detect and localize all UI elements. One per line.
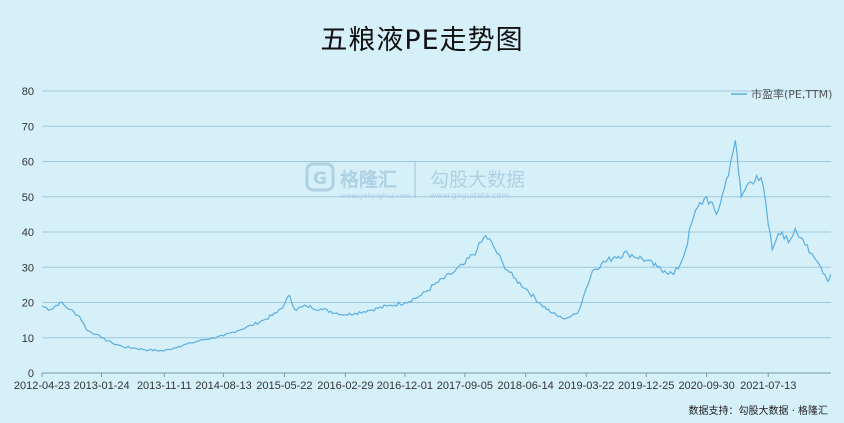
y-tick-label: 10: [22, 333, 34, 345]
watermark-brand: 格隆汇: [340, 168, 397, 191]
chart-title: 五粮液PE走势图: [320, 25, 524, 56]
y-tick-label: 40: [22, 227, 34, 239]
y-gridlines: [42, 90, 831, 339]
y-tick-label: 30: [22, 262, 34, 274]
watermark-brand-url: www.gelonghui.com: [340, 192, 411, 200]
data-source-footer: 数据支持：勾股大数据 · 格隆汇: [688, 406, 828, 417]
watermark-product-url: www.gogudata.com: [430, 191, 509, 200]
y-tick-label: 80: [22, 86, 34, 98]
y-tick-label: 0: [28, 368, 34, 380]
x-tick-label: 2019-03-22: [558, 380, 614, 392]
x-tick-label: 2020-09-30: [678, 380, 734, 392]
x-tick-label: 2017-09-05: [437, 380, 493, 392]
x-tick-label: 2016-02-29: [317, 380, 373, 392]
x-tick-label: 2013-01-24: [73, 380, 129, 392]
x-tick-label: 2019-12-25: [618, 380, 674, 392]
x-tick-label: 2012-04-23: [14, 380, 70, 392]
gelonghui-logo-icon: [305, 162, 335, 192]
watermark: G 格隆汇 www.gelonghui.com 勾股大数据 www.goguda…: [305, 162, 525, 200]
x-tick-label: 2018-06-14: [498, 380, 554, 392]
x-tick-label: 2021-07-13: [740, 380, 796, 392]
pe-ttm-line: [41, 140, 832, 352]
x-tick-label: 2016-12-01: [377, 380, 433, 392]
x-tick-label: 2013-11-11: [137, 380, 192, 392]
watermark-product: 勾股大数据: [430, 169, 525, 191]
x-tick-label: 2014-08-13: [195, 380, 251, 392]
y-tick-label: 50: [22, 192, 34, 204]
y-tick-label: 70: [22, 121, 34, 133]
y-tick-label: 60: [22, 157, 34, 169]
x-axis-ticks: 2012-04-23 2013-01-24 2013-11-11 2014-08-13…: [14, 373, 796, 392]
y-axis-ticks: 0 10 20 30 40 50 60 70 80: [22, 86, 34, 380]
legend: 市盈率(PE,TTM): [731, 87, 832, 101]
gelonghui-logo-letter: G: [313, 169, 327, 189]
y-tick-label: 20: [22, 298, 34, 310]
legend-label: 市盈率(PE,TTM): [751, 87, 832, 101]
x-tick-label: 2015-05-22: [256, 380, 312, 392]
